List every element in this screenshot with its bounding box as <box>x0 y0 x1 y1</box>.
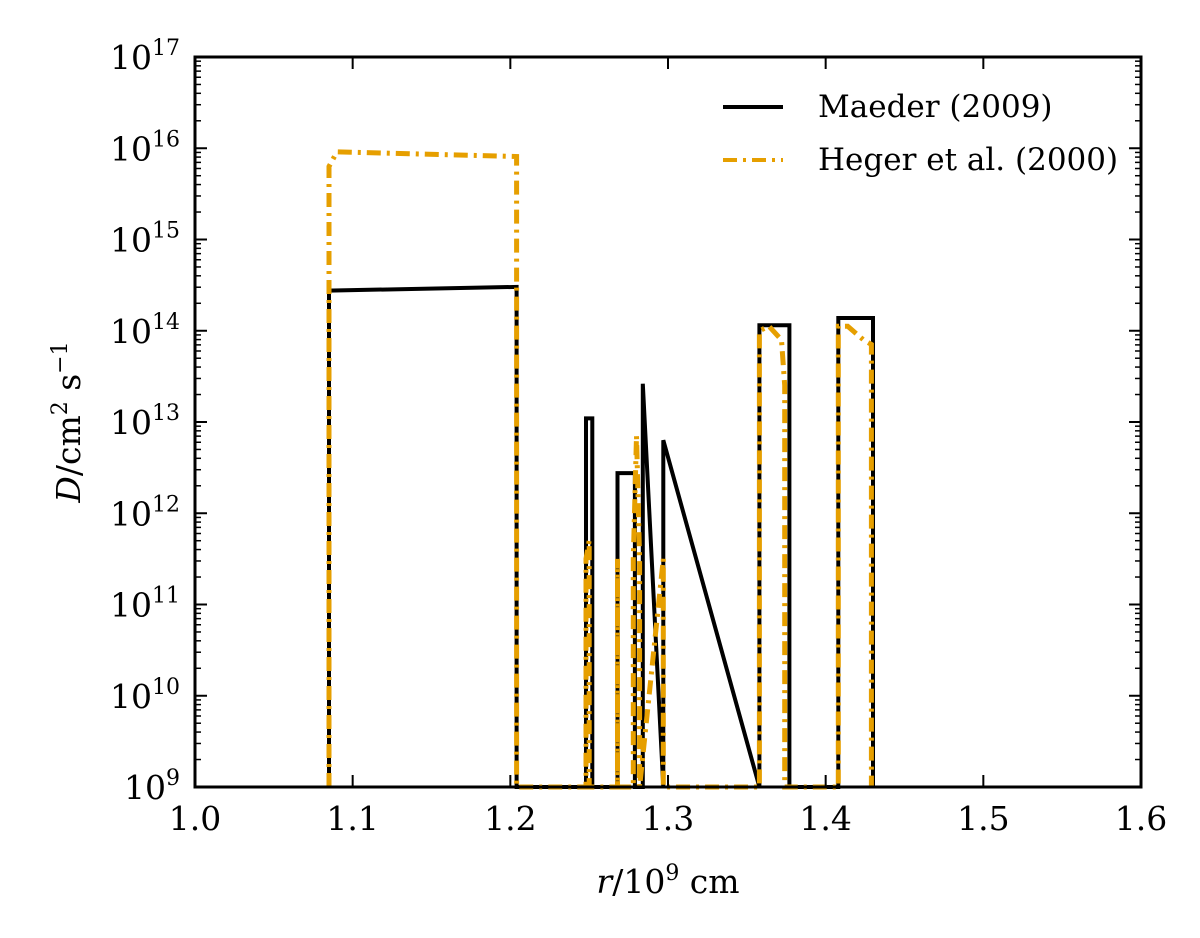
y-tick-label: 109 <box>124 766 180 807</box>
y-axis-label-sup1: 2 <box>48 401 73 415</box>
y-tick-label: 1012 <box>110 492 180 533</box>
x-tick-label: 1.2 <box>484 799 536 838</box>
x-tick-label: 1.4 <box>799 799 851 838</box>
y-axis-label-sup2: −1 <box>48 341 73 373</box>
y-axis-label-s: s <box>49 374 88 401</box>
x-tick-label: 1.5 <box>957 799 1009 838</box>
x-tick-label: 1.1 <box>326 799 378 838</box>
y-axis: 109 1010 1011 1012 1013 1014 1015 1016 1017 <box>110 36 1141 807</box>
x-tick-label: 1.6 <box>1115 799 1167 838</box>
y-tick-label: 1016 <box>110 127 180 168</box>
x-axis-label-sup: 9 <box>665 861 679 886</box>
y-tick-label: 1015 <box>110 219 180 260</box>
legend-label-maeder: Maeder (2009) <box>818 89 1053 125</box>
y-tick-label: 1013 <box>110 401 180 442</box>
y-axis-label-var: D <box>49 476 88 503</box>
y-axis-label: D/cm2 s−1 <box>48 341 88 503</box>
y-tick-label: 1014 <box>110 310 180 351</box>
x-axis: 1.0 1.1 1.2 1.3 1.4 1.5 1.6 <box>169 57 1167 838</box>
series-maeder-line <box>327 284 875 789</box>
x-tick-label: 1.0 <box>169 799 221 838</box>
series-layer <box>326 149 875 790</box>
y-tick-label: 1011 <box>110 584 180 625</box>
x-axis-label-var: r <box>596 862 614 901</box>
y-tick-label: 1010 <box>110 675 180 716</box>
x-axis-label-mid: /10 <box>612 862 665 901</box>
x-tick-label: 1.3 <box>642 799 694 838</box>
legend-label-heger: Heger et al. (2000) <box>818 142 1118 178</box>
x-axis-label: r/109 cm <box>596 861 739 901</box>
x-axis-label-unit: cm <box>679 862 739 901</box>
y-axis-label-mid: /cm <box>49 415 88 476</box>
legend: Maeder (2009) Heger et al. (2000) <box>723 89 1118 178</box>
y-tick-label: 1017 <box>110 36 180 77</box>
